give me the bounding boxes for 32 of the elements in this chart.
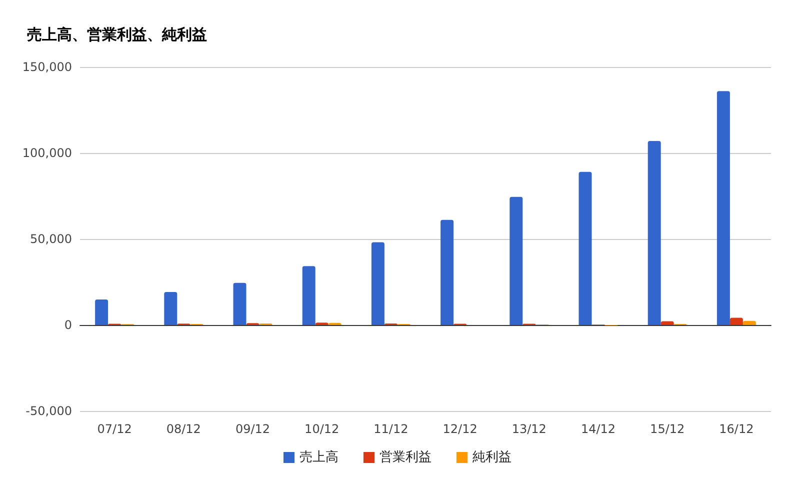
x-tick-label: 14/12 [580,422,616,436]
bar [648,140,661,325]
legend-label: 売上高 [300,449,338,465]
bar [164,292,178,325]
y-tick-label: -50,000 [26,404,72,418]
bar [742,320,756,325]
x-tick-label: 12/12 [442,422,478,436]
y-tick-label: 50,000 [30,232,72,246]
legend-label: 営業利益 [380,450,432,465]
bar [371,242,384,325]
bar [660,321,674,325]
chart-title: 売上高、営業利益、純利益 [27,26,207,44]
x-tick-label: 16/12 [719,422,754,436]
bar [716,91,730,325]
bar [440,220,454,325]
y-tick-label: 150,000 [22,60,72,74]
bar [233,282,246,325]
x-tick-label: 13/12 [512,422,546,436]
x-tick-label: 09/12 [235,422,270,436]
bar [95,300,108,325]
bar [578,172,592,325]
legend-label: 純利益 [472,450,512,465]
x-tick-label: 10/12 [304,422,340,436]
x-tick-label: 15/12 [650,422,685,436]
bar [510,196,523,325]
bar [302,266,316,325]
y-tick-label: 100,000 [22,146,72,160]
x-tick-label: 11/12 [374,422,408,436]
x-tick-label: 08/12 [166,422,201,436]
x-tick-label: 07/12 [97,422,132,436]
bar [730,318,743,325]
y-tick-label: 0 [64,318,72,332]
